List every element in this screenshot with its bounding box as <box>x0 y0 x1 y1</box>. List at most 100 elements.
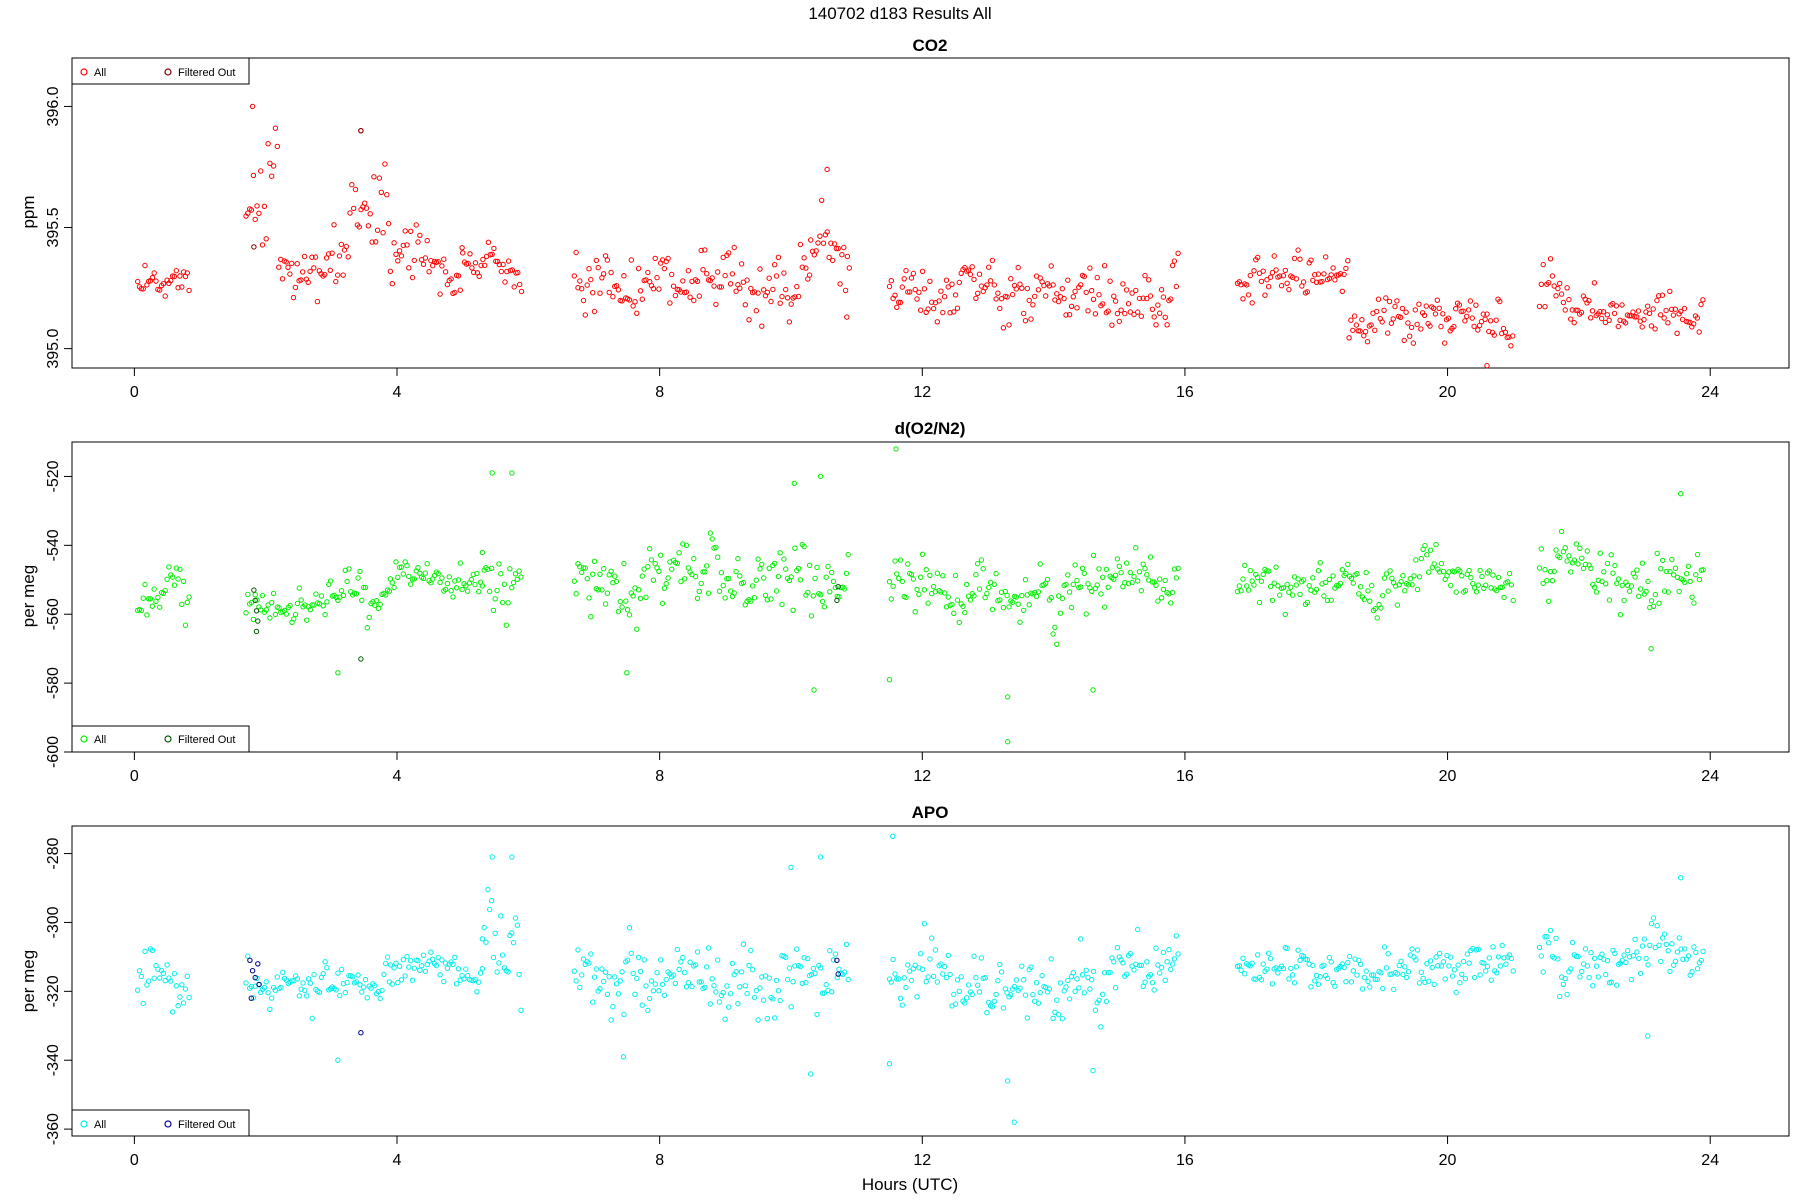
o2n2-data-point <box>406 573 412 580</box>
co2-data-point <box>841 244 847 251</box>
co2-data-point <box>799 264 805 270</box>
apo-data-point <box>146 978 152 984</box>
co2-data-point <box>808 237 814 243</box>
o2n2-data-point <box>1606 597 1613 603</box>
co2-data-point <box>1430 305 1437 311</box>
apo-data-point <box>934 979 940 985</box>
o2n2-y-tick-label: -520 <box>45 460 62 492</box>
o2n2-data-point <box>597 571 603 577</box>
co2-data-point <box>726 250 732 256</box>
o2n2-data-point <box>1553 547 1559 553</box>
apo-data-point <box>1672 958 1679 964</box>
o2n2-data-point <box>773 588 780 594</box>
co2-data-point <box>422 255 429 261</box>
apo-data-point <box>1544 934 1550 940</box>
co2-data-point <box>1107 278 1113 284</box>
apo-data-point <box>1321 962 1327 968</box>
apo-data-point <box>269 995 275 1001</box>
apo-data-point <box>1120 960 1126 966</box>
co2-data-point <box>753 308 759 314</box>
apo-data-point <box>726 1004 732 1010</box>
apo-data-point <box>896 976 902 982</box>
apo-data-point <box>650 988 657 994</box>
o2n2-data-point <box>1626 588 1633 594</box>
o2n2-data-point <box>448 588 454 594</box>
co2-data-point <box>579 286 585 292</box>
apo-data-point <box>1654 923 1660 929</box>
co2-data-point <box>1399 305 1406 312</box>
apo-filtered-point <box>835 971 841 977</box>
apo-data-point <box>757 985 763 991</box>
o2n2-data-point <box>1648 598 1655 604</box>
o2n2-data-point <box>1090 687 1096 693</box>
o2n2-data-point <box>1540 580 1546 587</box>
co2-data-point <box>1240 296 1246 302</box>
o2n2-data-point <box>1266 568 1272 574</box>
o2n2-data-point <box>1015 601 1021 607</box>
co2-data-point <box>683 289 690 295</box>
co2-data-point <box>975 290 981 296</box>
apo-filtered-point <box>247 957 253 963</box>
o2n2-data-point <box>1129 579 1135 586</box>
co2-data-point <box>952 292 959 298</box>
apo-data-point <box>1488 977 1494 983</box>
o2n2-data-point <box>1330 573 1336 579</box>
co2-data-point <box>1149 306 1156 312</box>
o2n2-data-point <box>446 574 452 580</box>
co2-data-point <box>1403 309 1409 315</box>
apo-data-point <box>302 987 308 994</box>
apo-data-point <box>692 962 699 968</box>
co2-data-point <box>1654 297 1660 304</box>
apo-data-point <box>918 951 924 957</box>
o2n2-data-point <box>821 604 827 610</box>
apo-data-point <box>973 975 979 981</box>
co2-data-point <box>362 200 368 206</box>
o2n2-data-point <box>501 581 508 587</box>
co2-data-point <box>1639 324 1645 330</box>
o2n2-data-point <box>1691 600 1697 606</box>
apo-data-point <box>1111 959 1117 965</box>
apo-data-point <box>518 1007 524 1013</box>
o2n2-data-point <box>1381 575 1388 581</box>
o2n2-data-point <box>338 588 345 594</box>
apo-y-tick-label: -320 <box>45 975 62 1007</box>
o2n2-data-point <box>808 613 815 619</box>
co2-data-point <box>1663 307 1669 314</box>
apo-data-point <box>645 1007 651 1014</box>
co2-data-point <box>245 210 251 216</box>
co2-data-point <box>1048 263 1054 269</box>
apo-data-point <box>794 946 800 952</box>
apo-data-point <box>1495 954 1502 960</box>
o2n2-data-point <box>344 578 350 585</box>
apo-data-point <box>1698 957 1705 964</box>
co2-data-point <box>380 230 386 236</box>
o2n2-data-point <box>910 576 917 582</box>
apo-data-point <box>1169 961 1176 967</box>
co2-data-point <box>1133 287 1139 294</box>
o2n2-data-point <box>726 575 732 582</box>
apo-data-point <box>1510 968 1516 974</box>
apo-data-point <box>925 974 931 980</box>
o2n2-data-point <box>1394 602 1401 608</box>
o2n2-data-point <box>1700 567 1706 573</box>
o2n2-data-point <box>1160 586 1167 593</box>
apo-data-point <box>1114 945 1121 951</box>
apo-data-point <box>1652 944 1659 951</box>
o2n2-data-point <box>718 570 725 576</box>
apo-data-point <box>947 971 953 978</box>
apo-data-point <box>628 950 634 957</box>
o2n2-data-point <box>692 573 699 580</box>
co2-data-point <box>517 281 523 288</box>
co2-data-point <box>1672 306 1679 312</box>
o2n2-y-axis: -600-580-560-540-520 <box>45 460 73 768</box>
apo-data-point <box>685 979 691 986</box>
o2n2-data-point <box>643 594 649 600</box>
co2-data-point <box>991 282 997 288</box>
o2n2-data-point <box>1483 582 1489 588</box>
apo-data-point <box>1100 991 1106 997</box>
apo-data-point <box>1037 989 1043 996</box>
co2-data-point <box>820 240 827 246</box>
o2n2-data-point <box>304 617 310 623</box>
o2n2-data-point <box>1477 567 1483 574</box>
co2-data-point <box>998 296 1005 302</box>
